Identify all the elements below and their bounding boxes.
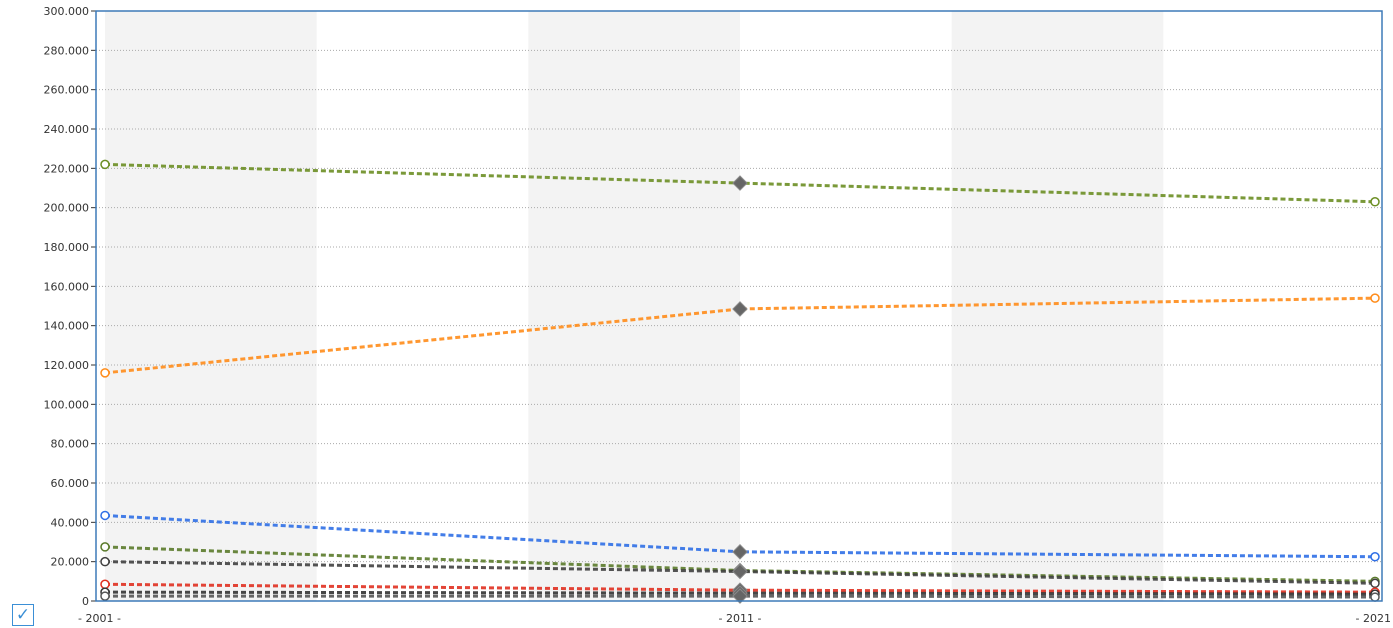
background-band	[951, 11, 1164, 601]
y-tick-label: 300.000	[44, 5, 90, 18]
background-bands	[105, 11, 1164, 601]
y-tick-label: 200.000	[44, 202, 90, 215]
x-tick-label: - 2011 -	[719, 612, 762, 625]
data-point	[100, 542, 110, 552]
data-point	[1370, 552, 1380, 562]
x-axis: - 2001 - - 2011 - - 2021	[78, 612, 1391, 625]
series-line-group	[100, 159, 1380, 207]
y-tick-label: 140.000	[44, 320, 90, 333]
y-tick-label: 240.000	[44, 123, 90, 136]
y-tick-label: 220.000	[44, 162, 90, 175]
background-band	[528, 11, 740, 601]
series-line-group	[100, 510, 1380, 562]
y-tick-label: 280.000	[44, 44, 90, 57]
series-layer	[100, 159, 1380, 604]
x-tick-label: - 2001 -	[78, 612, 121, 625]
y-tick-label: 260.000	[44, 84, 90, 97]
data-point	[100, 368, 110, 378]
y-tick-label: 80.000	[51, 438, 90, 451]
plot-border	[95, 10, 1383, 602]
y-tick-label: 20.000	[51, 556, 90, 569]
data-point-diamond	[732, 563, 748, 580]
series-line-group	[100, 556, 1380, 589]
series-line	[104, 296, 1376, 375]
y-tick-label: 160.000	[44, 280, 90, 293]
data-point-diamond	[732, 544, 748, 560]
data-point	[1370, 293, 1380, 303]
background-band	[105, 11, 317, 601]
data-point	[100, 591, 110, 601]
x-tick-label: - 2021	[1356, 612, 1391, 625]
y-tick-label: 60.000	[51, 477, 90, 490]
series-line-group	[100, 293, 1380, 378]
data-point	[1370, 578, 1380, 589]
data-point-diamond	[732, 175, 748, 191]
data-point	[100, 556, 110, 567]
checkmark-icon: ✓	[15, 605, 31, 625]
y-tick-label: 100.000	[44, 398, 90, 411]
y-axis: 0 20.000 40.000 60.000 80.000 100.000 120.000 1…	[44, 5, 97, 608]
series-line-group	[100, 588, 1380, 604]
data-point	[1370, 592, 1380, 602]
data-point-diamond	[732, 301, 748, 317]
grid-lines	[96, 49, 1382, 563]
data-point	[1370, 197, 1380, 207]
y-tick-label: 180.000	[44, 241, 90, 254]
data-point	[100, 159, 110, 170]
y-tick-label: 120.000	[44, 359, 90, 372]
data-point-diamond	[732, 588, 748, 604]
data-point	[100, 510, 110, 521]
y-tick-label: 40.000	[51, 516, 90, 529]
data-point	[100, 579, 110, 590]
y-tick-label: 0	[82, 595, 89, 608]
legend-checkbox[interactable]: ✓	[12, 604, 34, 626]
